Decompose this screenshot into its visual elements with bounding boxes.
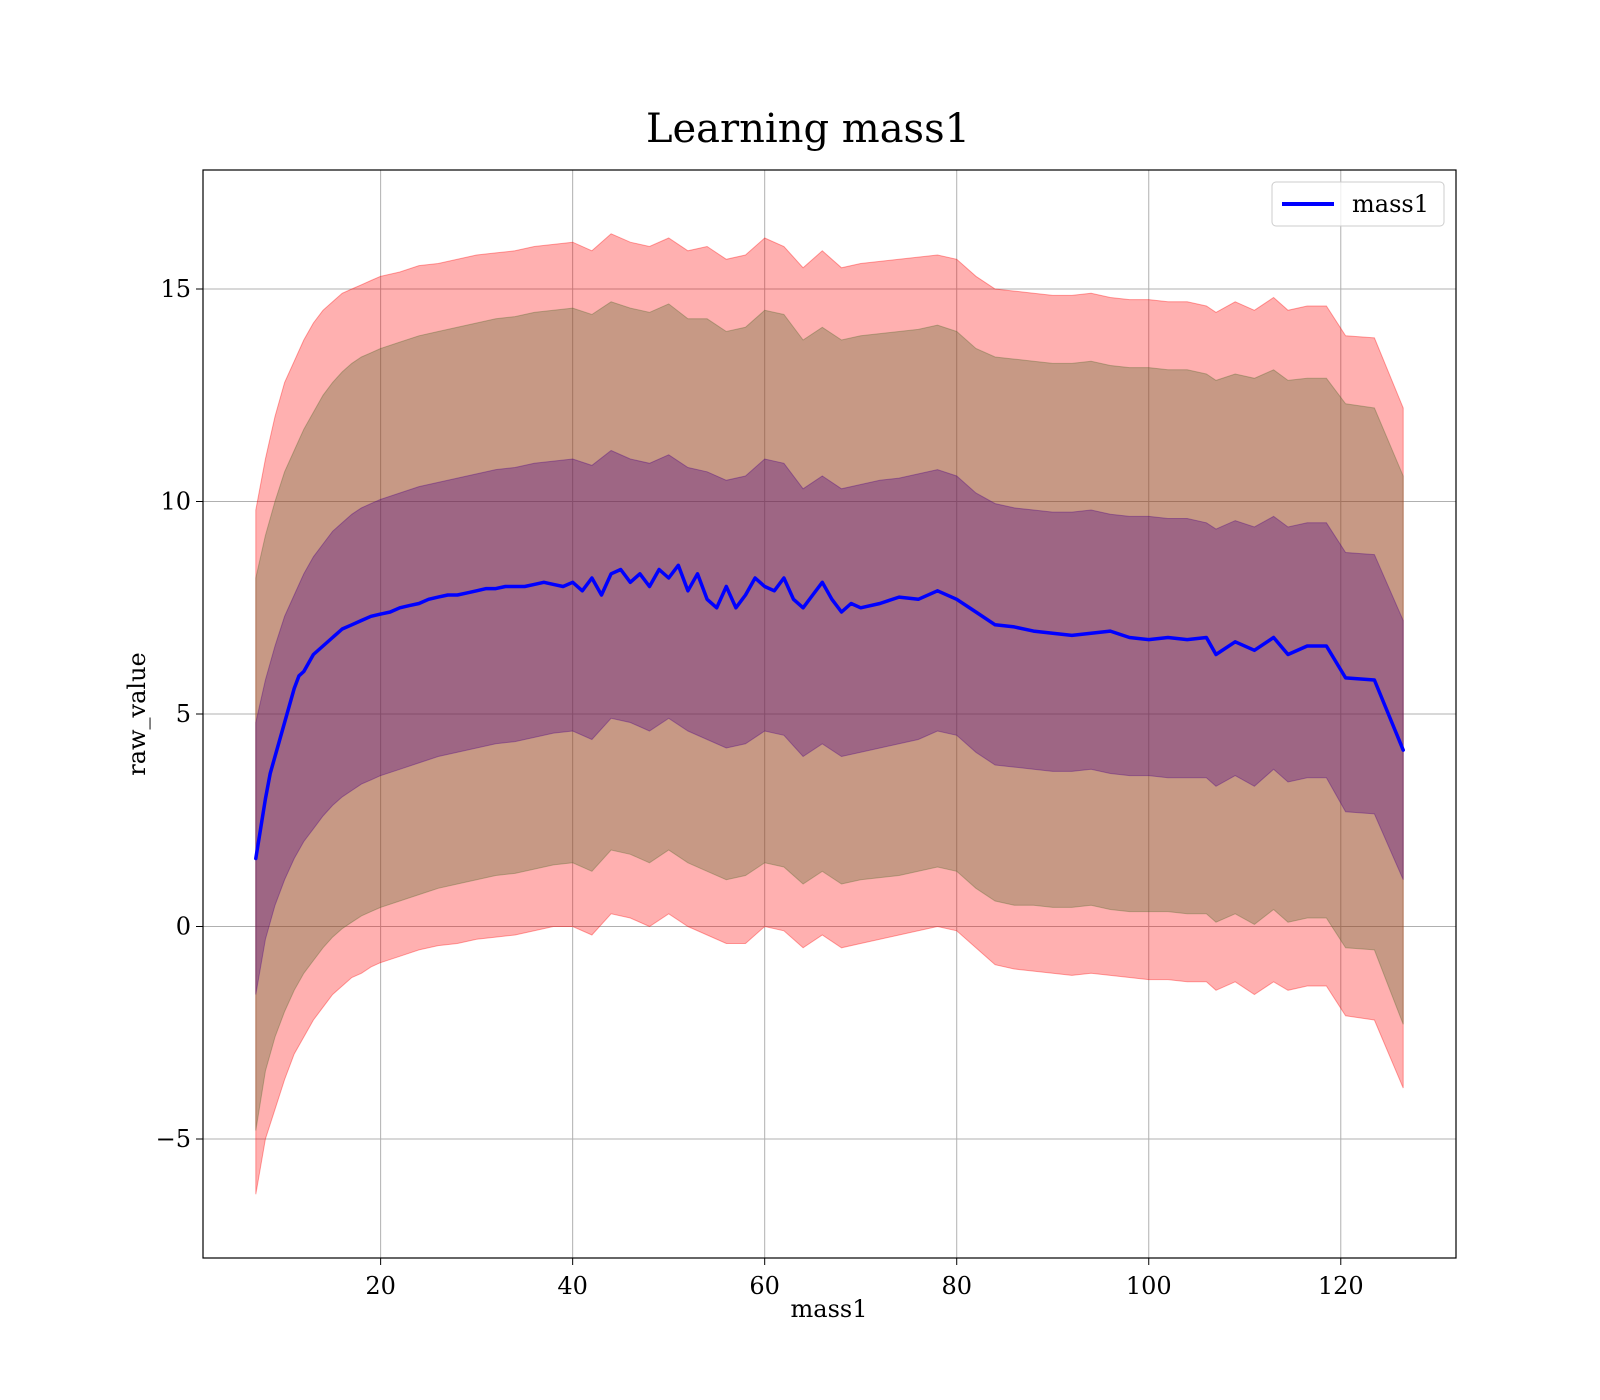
legend: mass1 xyxy=(1271,181,1445,227)
x-tick-label-1: 40 xyxy=(557,1272,588,1300)
y-tick-label-0: −5 xyxy=(156,1125,191,1153)
x-axis-label: mass1 xyxy=(791,1295,868,1323)
grid xyxy=(203,170,1456,1258)
band-2 xyxy=(255,301,1404,1131)
y-tick-label-3: 10 xyxy=(160,488,191,516)
x-tick-label-3: 80 xyxy=(941,1272,972,1300)
x-tick-label-0: 20 xyxy=(365,1272,396,1300)
series-line-0 xyxy=(254,563,1405,861)
chart-title: Learning mass1 xyxy=(646,106,970,152)
y-axis-label: raw_value xyxy=(123,652,151,776)
x-tick-label-4: 100 xyxy=(1126,1272,1172,1300)
x-tick-label-5: 120 xyxy=(1318,1272,1364,1300)
x-tick-label-2: 60 xyxy=(749,1272,780,1300)
series-lines xyxy=(254,563,1405,861)
band-1 xyxy=(255,233,1404,1195)
y-tick-label-2: 5 xyxy=(176,700,191,728)
legend-label-mass1: mass1 xyxy=(1352,190,1429,218)
band-3 xyxy=(255,449,1404,995)
y-tick-label-1: 0 xyxy=(176,913,191,941)
confidence-bands xyxy=(255,233,1404,1195)
legend-frame xyxy=(1271,181,1445,227)
tick-marks: 20 40 60 80 100 120 −5 0 5 10 15 xyxy=(156,275,1364,1300)
y-tick-label-4: 15 xyxy=(160,275,191,303)
